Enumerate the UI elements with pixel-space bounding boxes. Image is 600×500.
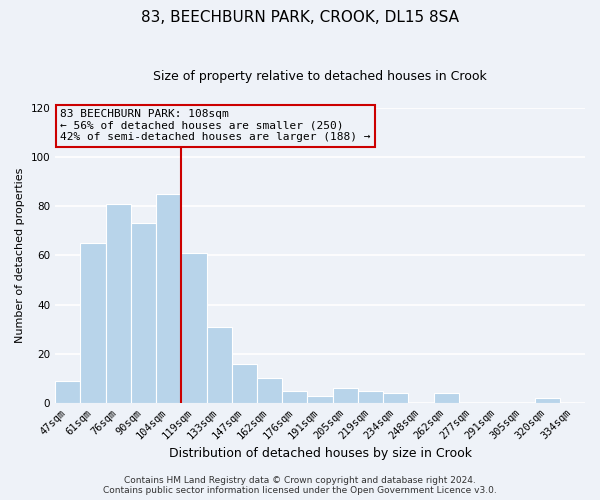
Text: 83, BEECHBURN PARK, CROOK, DL15 8SA: 83, BEECHBURN PARK, CROOK, DL15 8SA	[141, 10, 459, 25]
Bar	[55, 381, 80, 403]
Bar	[434, 393, 459, 403]
Bar	[535, 398, 560, 403]
Bar	[131, 224, 156, 403]
Bar	[80, 243, 106, 403]
Bar	[232, 364, 257, 403]
Bar	[206, 326, 232, 403]
Bar	[257, 378, 282, 403]
Title: Size of property relative to detached houses in Crook: Size of property relative to detached ho…	[153, 70, 487, 83]
Bar	[383, 393, 409, 403]
Text: Contains HM Land Registry data © Crown copyright and database right 2024.
Contai: Contains HM Land Registry data © Crown c…	[103, 476, 497, 495]
Bar	[332, 388, 358, 403]
Y-axis label: Number of detached properties: Number of detached properties	[15, 168, 25, 343]
Bar	[156, 194, 181, 403]
Bar	[307, 396, 332, 403]
Bar	[282, 390, 307, 403]
X-axis label: Distribution of detached houses by size in Crook: Distribution of detached houses by size …	[169, 447, 472, 460]
Bar	[181, 253, 206, 403]
Text: 83 BEECHBURN PARK: 108sqm
← 56% of detached houses are smaller (250)
42% of semi: 83 BEECHBURN PARK: 108sqm ← 56% of detac…	[61, 110, 371, 142]
Bar	[106, 204, 131, 403]
Bar	[358, 390, 383, 403]
